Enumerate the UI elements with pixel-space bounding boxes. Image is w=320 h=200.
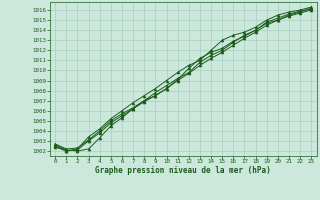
X-axis label: Graphe pression niveau de la mer (hPa): Graphe pression niveau de la mer (hPa) bbox=[95, 166, 271, 175]
